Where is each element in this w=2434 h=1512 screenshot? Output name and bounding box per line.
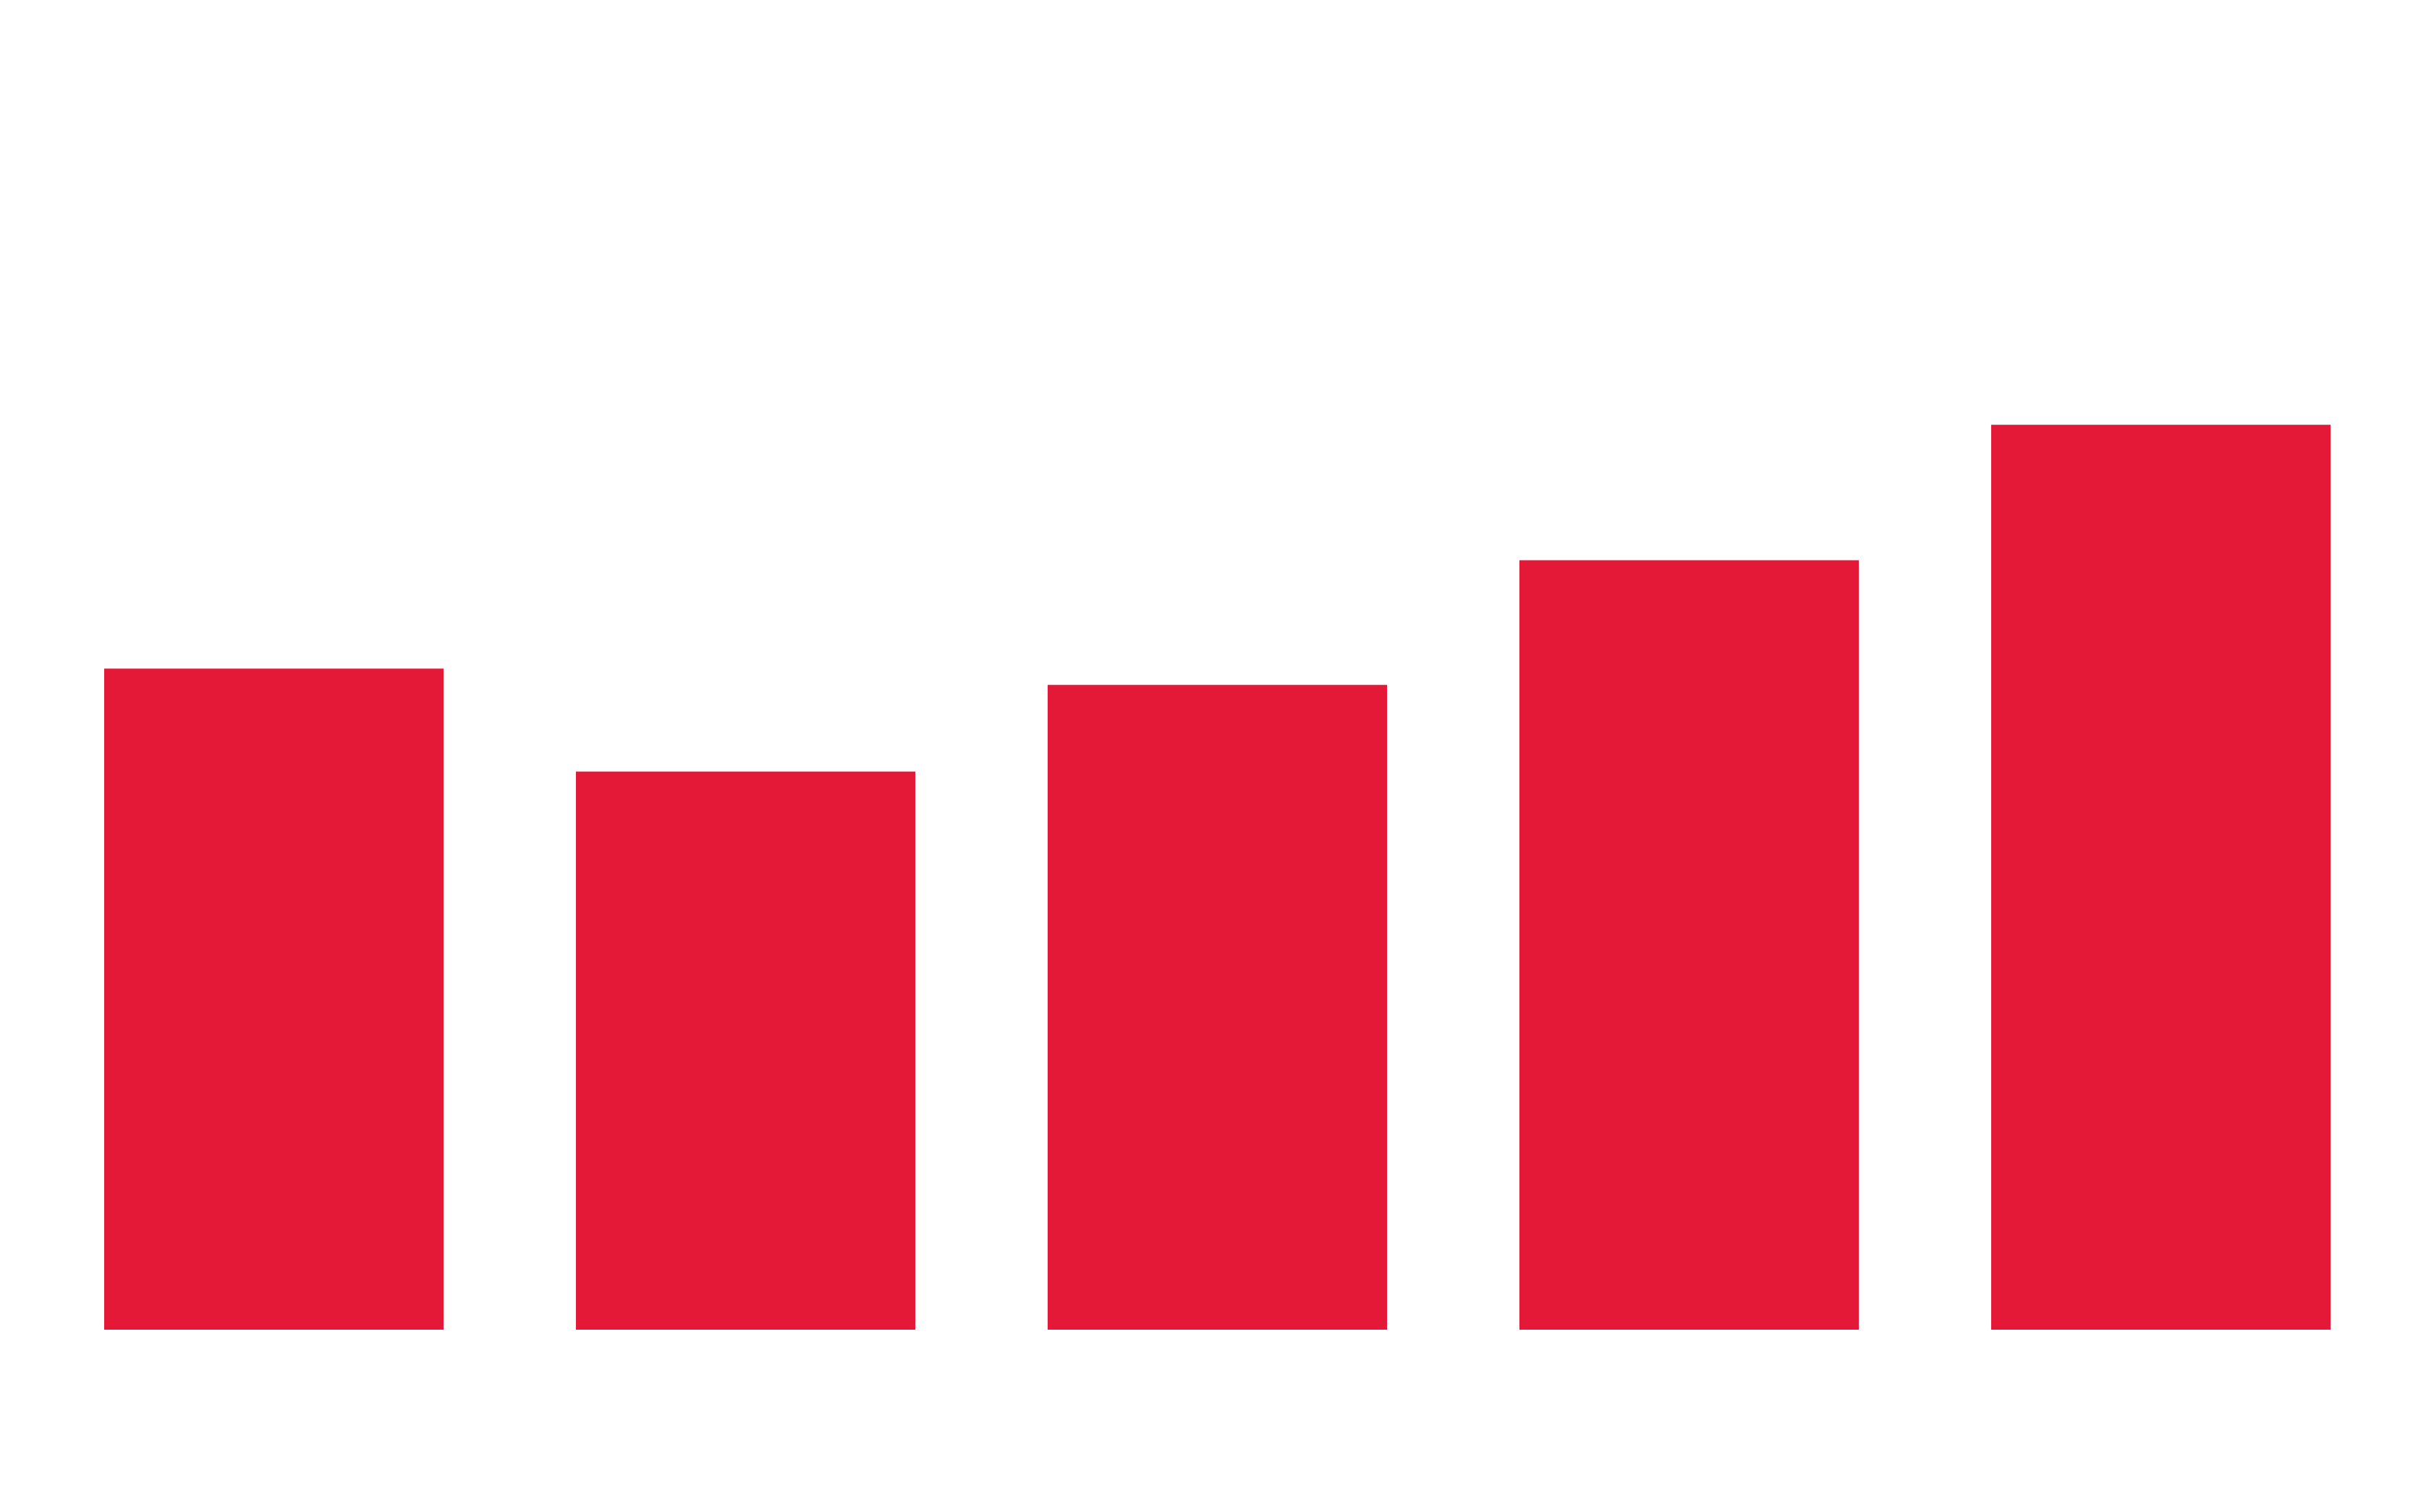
- bar-1: [104, 668, 444, 1330]
- bar-4: [1519, 560, 1859, 1330]
- bars-layer: [104, 425, 2331, 1330]
- bar-5: [1991, 425, 2331, 1330]
- bar-2: [576, 771, 915, 1330]
- bar-3: [1048, 684, 1387, 1330]
